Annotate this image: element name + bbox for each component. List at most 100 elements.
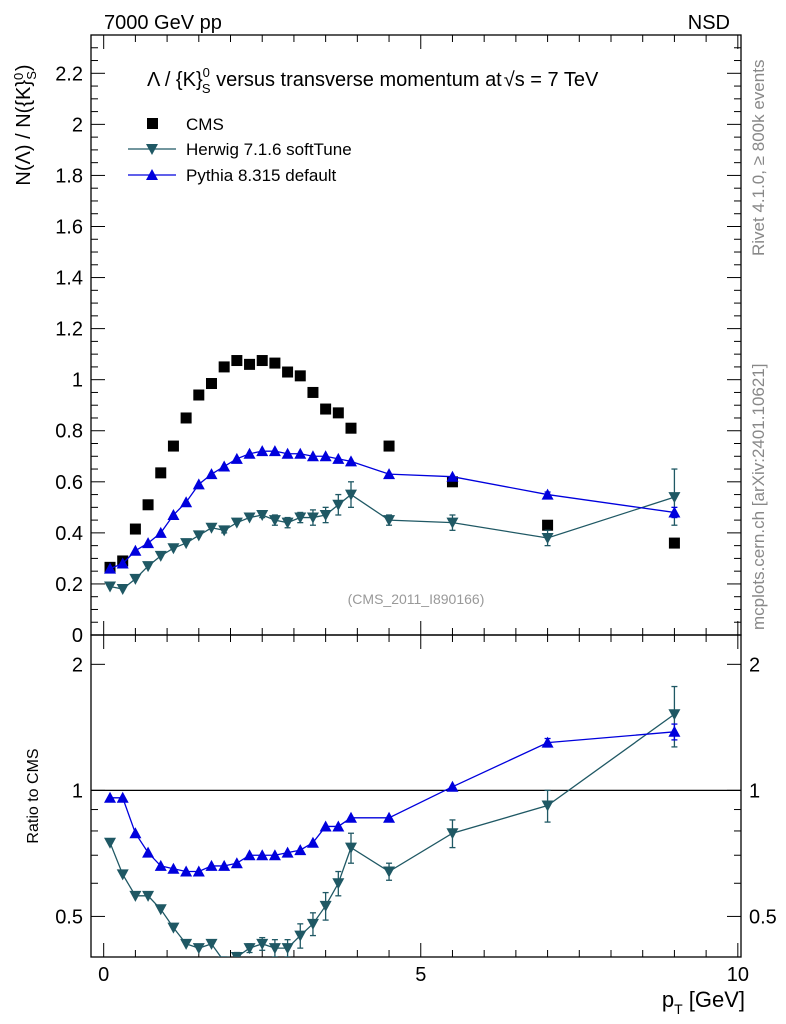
main-herwig-point <box>230 517 243 529</box>
ratio-y-tick-label: 2 <box>72 654 83 676</box>
main-cms-point <box>256 355 268 367</box>
mcplots-label: mcplots.cern.ch [arXiv:2401.10621] <box>749 363 768 630</box>
main-cms-point <box>307 386 319 398</box>
axes-layer: 0 5 10 0 0.2 0.4 0.6 0.8 1 1.2 1.4 1.6 1.8 2 2.2 0.5 0.5… <box>55 35 777 986</box>
legend-pythia-label: Pythia 8.315 default <box>186 166 337 185</box>
main-cms-point <box>320 403 332 415</box>
main-herwig-line <box>109 493 675 590</box>
legend: CMS Herwig 7.1.6 softTune Pythia 8.315 d… <box>128 115 352 185</box>
main-pythia-point <box>154 526 167 538</box>
main-herwig-point <box>180 538 193 550</box>
ratio-herwig-point <box>383 866 396 878</box>
main-pythia-point <box>541 488 554 500</box>
main-herwig-point <box>668 492 681 504</box>
ratio-herwig-point <box>319 900 332 912</box>
ratio-pythia-point <box>167 862 180 874</box>
ratio-pythia-point <box>345 811 357 823</box>
main-cms-point <box>244 358 256 370</box>
main-pythia-point <box>281 447 294 459</box>
ratio-y-tick-label: 1 <box>72 780 83 802</box>
ratio-pythia-point <box>668 725 681 737</box>
main-cms-point <box>383 440 395 452</box>
x-axis-label: pT [GeV] <box>662 987 745 1017</box>
main-pythia-point <box>294 447 307 459</box>
ratio-herwig-point <box>294 930 307 942</box>
y-tick-label: 2 <box>72 114 83 136</box>
main-pythia-point <box>205 468 218 480</box>
ratio-pythia-point <box>332 820 345 832</box>
y-tick-label: 1.4 <box>55 268 83 290</box>
ratio-herwig-point <box>167 922 180 934</box>
ratio-pythia-point <box>116 791 129 803</box>
energy-label: 7000 GeV pp <box>104 12 222 34</box>
main-pythia-point <box>306 450 319 462</box>
ratio-panel-frame <box>90 634 742 958</box>
main-pythia-line <box>109 450 675 570</box>
ratio-herwig-point <box>243 943 256 955</box>
main-pythia-point <box>668 506 681 518</box>
main-pythia-point <box>104 562 117 574</box>
y-tick-label: 1.6 <box>55 216 83 238</box>
main-pythia-point <box>142 537 155 549</box>
chart-title: Λ / {K}0 S versus transverse momentum at √… <box>147 65 599 96</box>
main-cms-point <box>155 467 167 479</box>
main-herwig-point <box>332 499 345 511</box>
ratio-herwig-point <box>541 800 554 812</box>
ratio-pythia-point <box>104 791 117 803</box>
legend-cms-label: CMS <box>186 115 224 134</box>
main-pythia-point <box>383 468 396 480</box>
main-cms-point <box>180 412 192 424</box>
main-herwig-point <box>154 550 167 562</box>
main-cms-point <box>282 366 294 378</box>
x-tick-label: 5 <box>415 964 426 986</box>
main-herwig-point <box>281 517 294 529</box>
ratio-herwig-point <box>306 918 319 930</box>
ratio-pythia-point <box>319 820 332 832</box>
main-herwig-point <box>129 573 142 585</box>
main-herwig-point <box>306 512 319 524</box>
main-herwig-point <box>541 532 554 544</box>
main-cms-point <box>345 422 357 434</box>
main-cms-point <box>167 440 179 452</box>
ratio-herwig-point <box>154 904 167 916</box>
ratio-herwig-point <box>256 938 269 950</box>
main-cms-point <box>446 476 458 488</box>
rivet-version-label: Rivet 4.1.0, ≥ 800k events <box>749 59 768 256</box>
ratio-herwig-point <box>218 956 231 957</box>
main-herwig-point <box>104 581 117 593</box>
ratio-herwig-point <box>281 943 294 955</box>
main-herwig-point <box>192 530 205 542</box>
ratio-pythia-point <box>218 859 231 871</box>
main-cms-point <box>142 499 154 511</box>
main-cms-point <box>218 361 230 373</box>
ratio-data-layer <box>104 685 681 957</box>
main-herwig-point <box>446 517 459 529</box>
main-pythia-point <box>332 452 345 464</box>
main-herwig-point <box>294 512 307 524</box>
ratio-herwig-point <box>192 943 205 955</box>
legend-pythia-marker <box>146 169 158 180</box>
main-cms-point <box>668 537 680 549</box>
ratio-herwig-point <box>142 890 155 902</box>
y-tick-label: 1 <box>72 370 83 392</box>
main-cms-point <box>542 519 554 531</box>
ratio-pythia-point <box>541 736 554 748</box>
ratio-pythia-line <box>110 731 675 873</box>
legend-herwig-label: Herwig 7.1.6 softTune <box>186 140 352 159</box>
ratio-y-tick-label-right: 2 <box>749 654 760 676</box>
y-tick-label: 0.6 <box>55 472 83 494</box>
main-herwig-point <box>142 561 155 573</box>
ratio-y-tick-label-right: 0.5 <box>749 906 777 928</box>
ratio-pythia-point <box>230 857 243 869</box>
main-cms-point <box>332 407 344 419</box>
main-herwig-point <box>319 510 332 521</box>
y-tick-label: 1.8 <box>55 165 83 187</box>
main-pythia-point <box>446 470 459 482</box>
main-cms-point <box>193 389 205 401</box>
ratio-pythia-point <box>268 849 281 861</box>
ratio-pythia-point <box>142 846 155 858</box>
ratio-pythia-point <box>180 865 193 877</box>
ratio-pythia-point <box>205 859 218 871</box>
ratio-herwig-point <box>205 938 218 950</box>
ratio-herwig-point <box>230 952 243 957</box>
